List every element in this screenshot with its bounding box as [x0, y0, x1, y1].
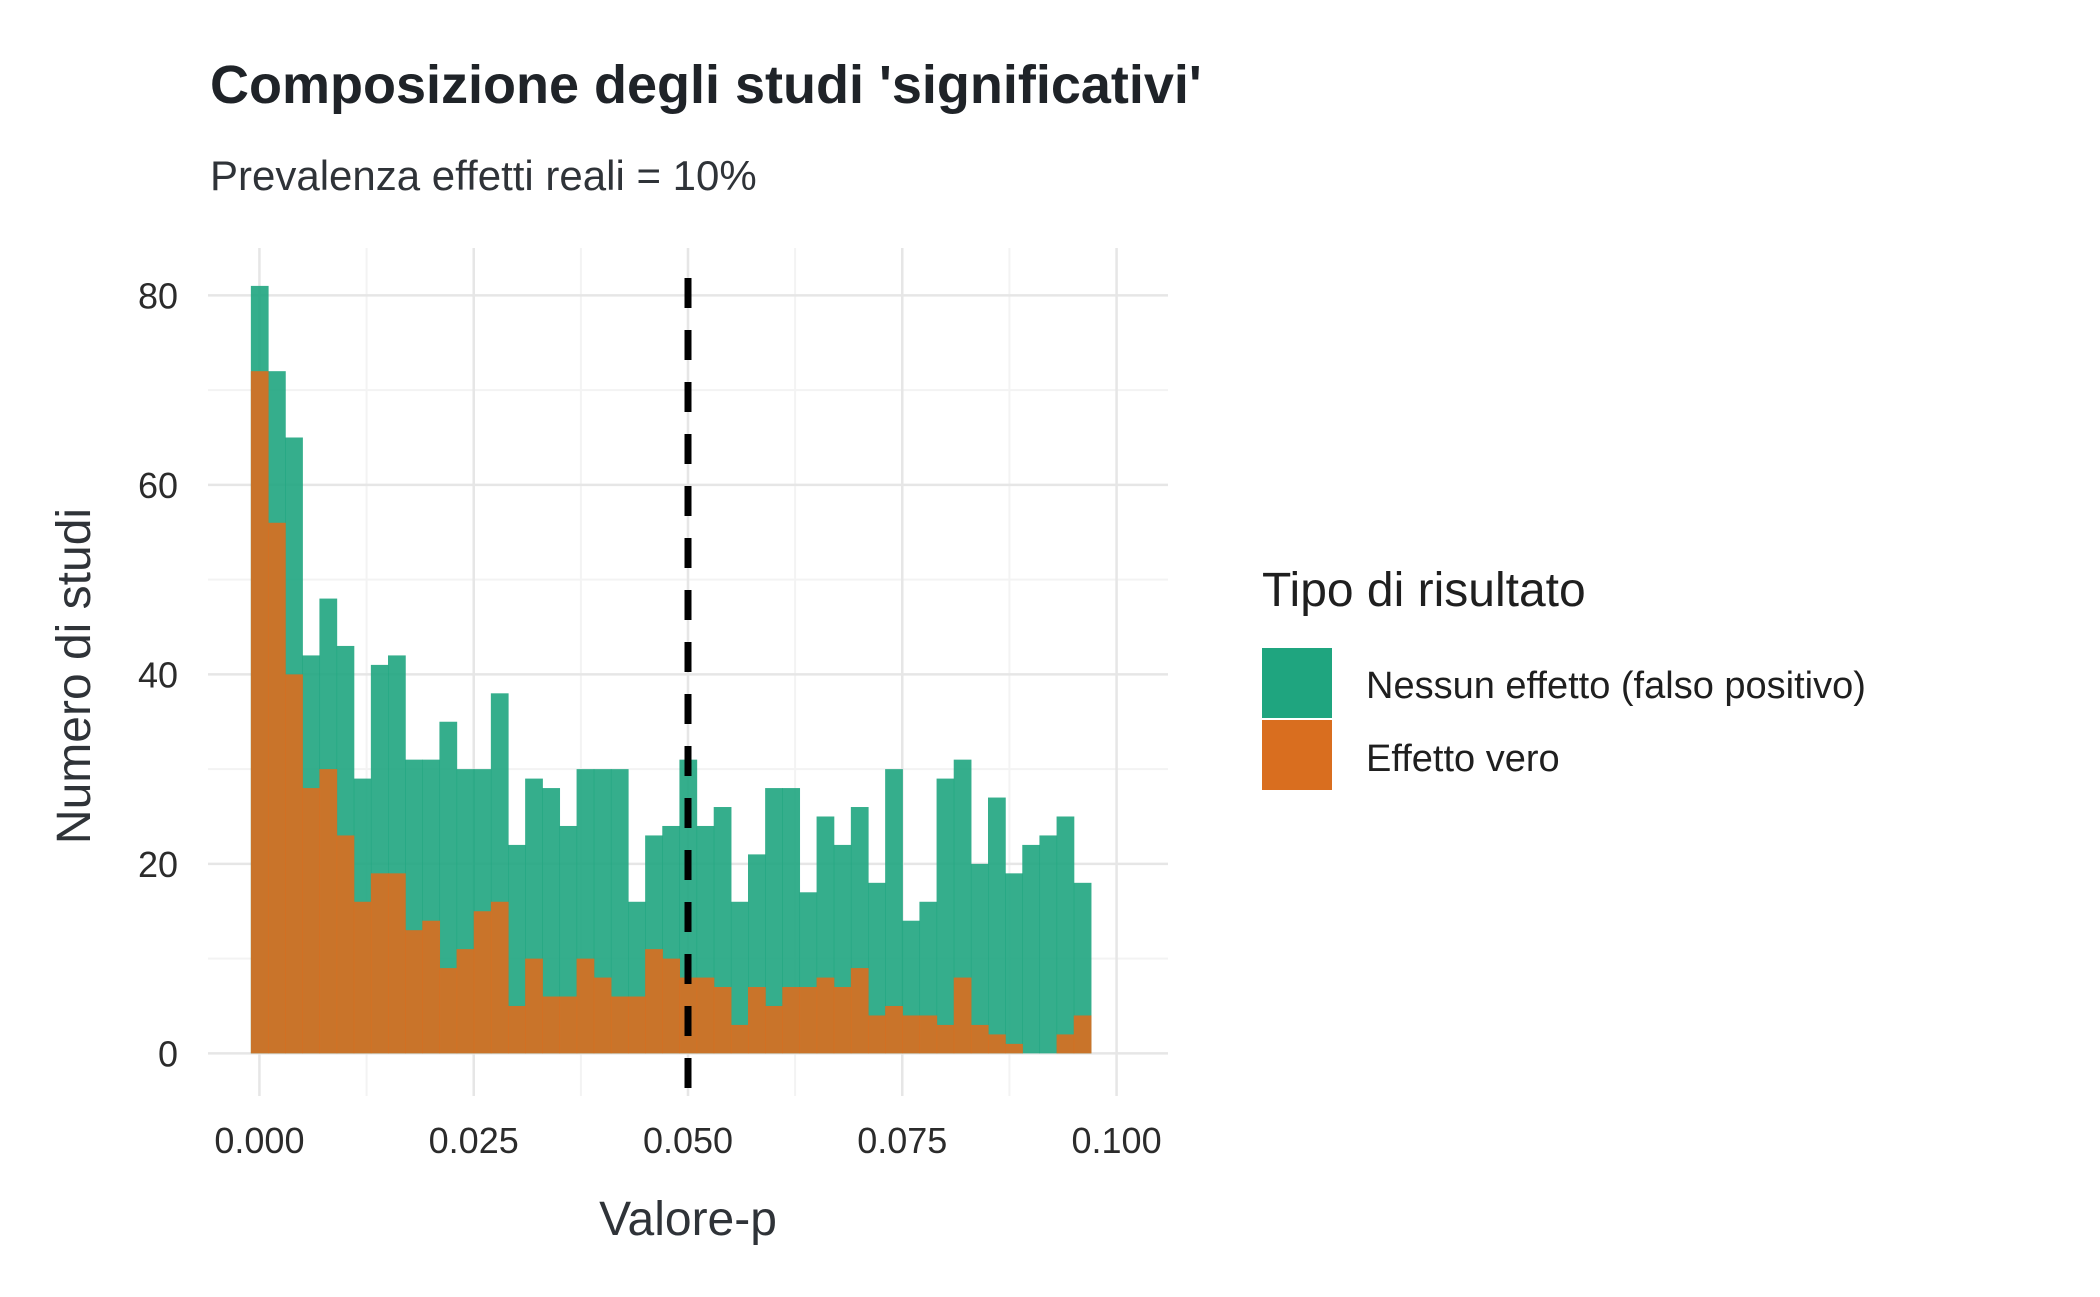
bar-true-effect [302, 788, 321, 1054]
bar-true-effect [713, 987, 732, 1054]
y-tick-label: 60 [138, 465, 178, 506]
legend-title: Tipo di risultato [1262, 564, 1586, 617]
bar-true-effect [422, 920, 441, 1054]
bar-true-effect [970, 1024, 989, 1054]
bar-true-effect [610, 996, 629, 1054]
bar-true-effect [799, 987, 818, 1054]
bar-no-effect [1056, 816, 1075, 1054]
bar-no-effect [782, 788, 801, 1054]
legend-swatch-no-effect [1262, 648, 1332, 718]
bar-true-effect [250, 371, 269, 1054]
bar-no-effect [1022, 844, 1041, 1054]
bar-true-effect [868, 1015, 886, 1054]
legend-label-no-effect: Nessun effetto (falso positivo) [1366, 665, 1866, 707]
bar-no-effect [988, 797, 1006, 1054]
x-tick-label: 0.000 [214, 1120, 304, 1161]
bar-true-effect [885, 1005, 903, 1054]
bar-true-effect [730, 1024, 749, 1054]
bar-true-effect [833, 987, 852, 1054]
x-tick-label: 0.025 [429, 1120, 519, 1161]
bar-no-effect [730, 901, 749, 1054]
bar-true-effect [1056, 1034, 1075, 1054]
y-tick-label: 0 [158, 1033, 178, 1074]
bar-no-effect [885, 769, 903, 1054]
chart-subtitle: Prevalenza effetti reali = 10% [210, 152, 757, 199]
bar-true-effect [285, 674, 303, 1054]
bar-no-effect [936, 778, 955, 1054]
bar-true-effect [559, 996, 578, 1054]
bar-no-effect [1073, 882, 1092, 1054]
legend-label-true-effect: Effetto vero [1366, 738, 1560, 780]
x-axis-ticks: 0.000 0.025 0.050 0.075 0.100 [214, 1120, 1161, 1161]
bar-true-effect [902, 1015, 921, 1054]
bar-true-effect [662, 958, 681, 1054]
legend: Tipo di risultato Nessun effetto (falso … [1262, 564, 1866, 790]
bar-true-effect [490, 901, 509, 1054]
bar-true-effect [593, 977, 612, 1054]
y-axis-title: Numero di studi [48, 508, 101, 844]
bar-true-effect [782, 987, 801, 1054]
bar-true-effect [268, 522, 286, 1054]
bar-true-effect [936, 1024, 955, 1054]
bar-true-effect [336, 835, 355, 1054]
bar-true-effect [1073, 1015, 1092, 1054]
bar-no-effect [610, 769, 629, 1054]
bar-true-effect [988, 1034, 1006, 1054]
bar-true-effect [370, 873, 389, 1054]
bar-true-effect [353, 901, 372, 1054]
bar-no-effect [542, 788, 561, 1054]
x-tick-label: 0.050 [643, 1120, 733, 1161]
bar-true-effect [765, 1005, 783, 1054]
bar-true-effect [748, 987, 766, 1054]
legend-swatch-true-effect [1262, 720, 1332, 790]
bar-no-effect [1005, 873, 1023, 1054]
bar-true-effect [953, 977, 972, 1054]
bar-no-effect [508, 844, 526, 1054]
y-tick-label: 80 [138, 275, 178, 316]
y-axis-ticks: 0 20 40 60 80 [138, 275, 178, 1074]
y-tick-label: 40 [138, 654, 178, 695]
bar-true-effect [388, 873, 406, 1054]
x-tick-label: 0.100 [1072, 1120, 1162, 1161]
bar-true-effect [576, 958, 595, 1054]
x-axis-title: Valore-p [599, 1193, 777, 1246]
bar-no-effect [765, 788, 783, 1054]
bar-true-effect [696, 977, 715, 1054]
bar-true-effect [645, 949, 663, 1054]
x-tick-label: 0.075 [857, 1120, 947, 1161]
bar-true-effect [816, 977, 835, 1054]
bar-true-effect [439, 968, 458, 1054]
bar-true-effect [919, 1015, 938, 1054]
bar-true-effect [405, 930, 423, 1054]
bar-true-effect [628, 996, 646, 1054]
y-tick-label: 20 [138, 844, 178, 885]
bar-no-effect [1039, 835, 1058, 1054]
bar-true-effect [508, 1005, 526, 1054]
bar-true-effect [319, 769, 338, 1054]
bar-no-effect [868, 882, 886, 1054]
bar-true-effect [525, 958, 543, 1054]
bar-true-effect [473, 911, 492, 1054]
bar-true-effect [850, 968, 869, 1054]
bar-true-effect [456, 949, 475, 1054]
bar-true-effect [542, 996, 561, 1054]
chart-title: Composizione degli studi 'significativi' [210, 55, 1202, 115]
bar-true-effect [1005, 1043, 1023, 1054]
bar-no-effect [970, 863, 989, 1054]
series-true-effect-bars [250, 371, 1092, 1054]
